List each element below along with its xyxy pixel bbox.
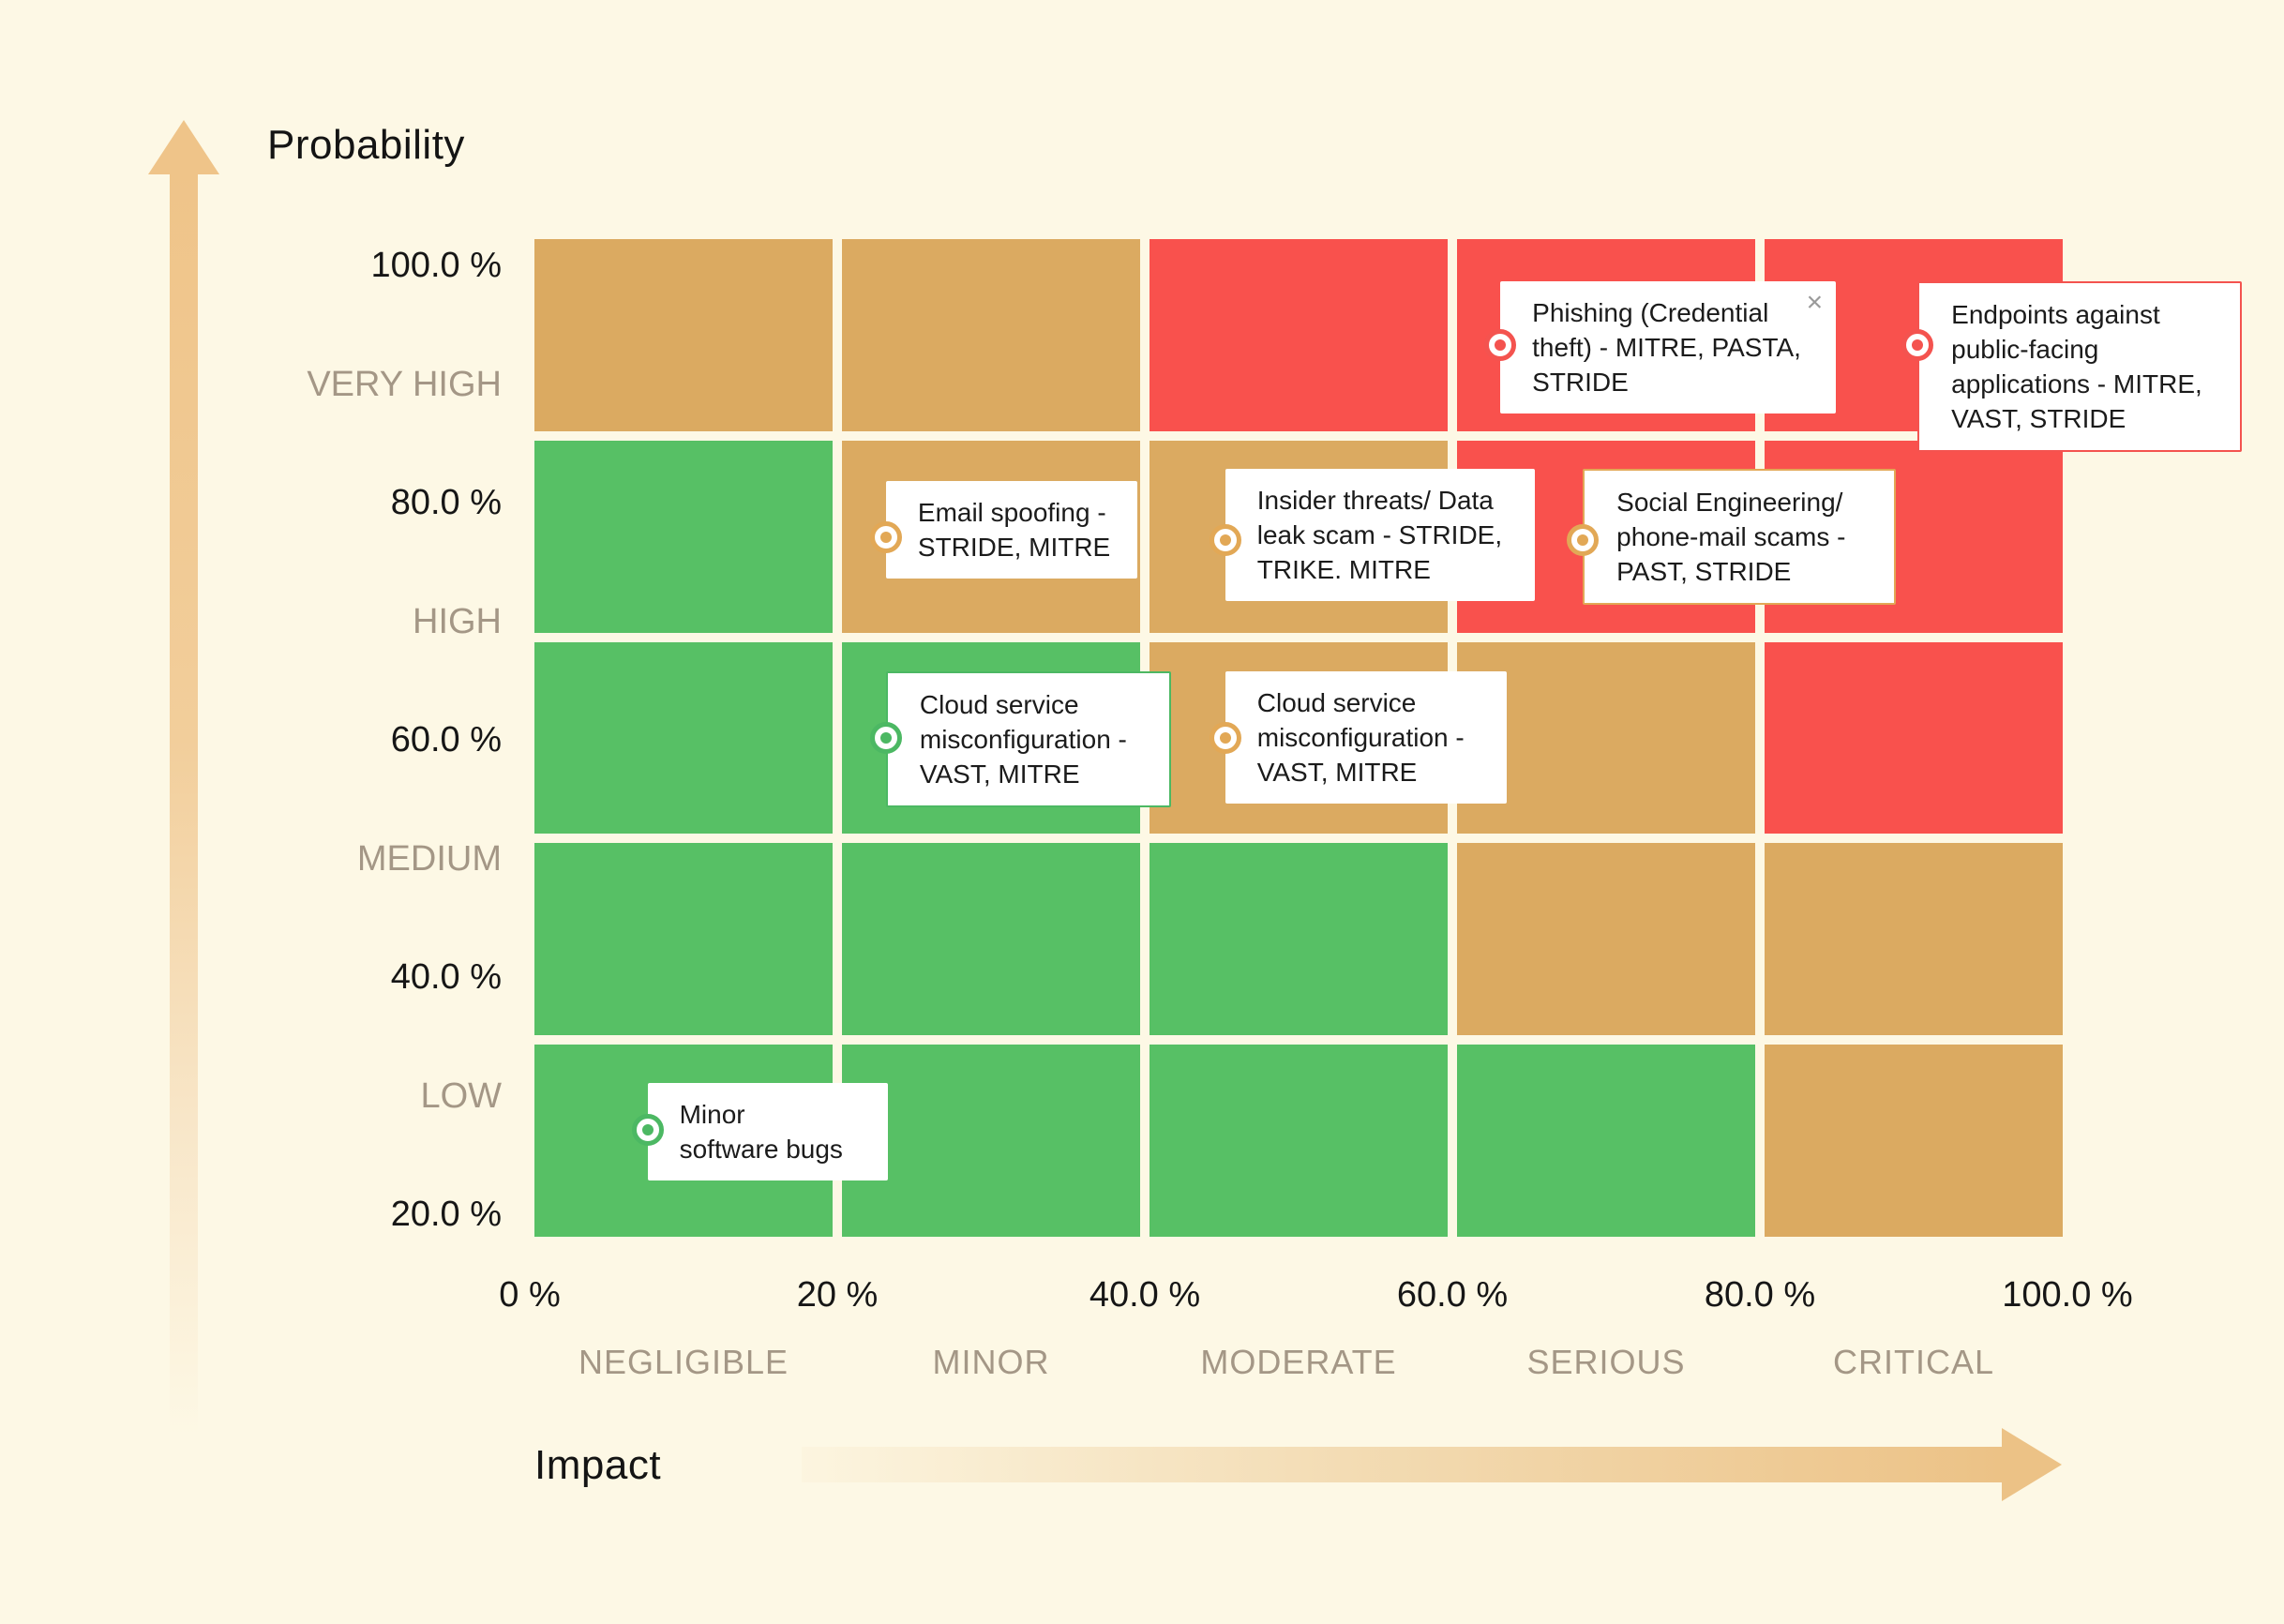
- risk-point-marker-minor-software-bugs[interactable]: [631, 1113, 664, 1146]
- marker-dot: [1219, 534, 1231, 546]
- marker-dot: [1577, 534, 1589, 546]
- matrix-cell-r1-c3[interactable]: [1150, 239, 1448, 431]
- tooltip-social-engineering[interactable]: Social Engineering/ phone-mail scams - P…: [1583, 468, 1897, 605]
- marker-dot: [641, 1123, 654, 1135]
- y-axis-label-40-0-: 40.0 %: [390, 957, 502, 997]
- matrix-cell-r1-c2[interactable]: [842, 239, 1140, 431]
- impact-axis-title: Impact: [534, 1442, 662, 1488]
- impact-arrow-shaft: [802, 1447, 2004, 1482]
- matrix-cell-r5-c3[interactable]: [1150, 1045, 1448, 1237]
- risk-point-marker-phishing[interactable]: [1484, 329, 1517, 362]
- marker-dot: [1219, 732, 1231, 744]
- tooltip-label: Cloud service misconfiguration - VAST, M…: [1256, 688, 1465, 787]
- y-axis-label-80-0-: 80.0 %: [390, 483, 502, 522]
- x-axis-tick-60-0-: 60.0 %: [1396, 1275, 1509, 1315]
- risk-point-marker-endpoints[interactable]: [1901, 329, 1934, 362]
- y-axis-label-high: HIGH: [413, 601, 502, 641]
- matrix-cell-r4-c4[interactable]: [1457, 843, 1755, 1036]
- x-axis-tick-100-0-: 100.0 %: [2002, 1275, 2133, 1315]
- x-axis-band-minor: MINOR: [932, 1343, 1050, 1381]
- risk-point-marker-cloud-misconfig-minor[interactable]: [869, 722, 902, 754]
- probability-arrow-shaft: [170, 173, 198, 1435]
- marker-dot: [879, 531, 892, 543]
- tooltip-phishing[interactable]: Phishing (Credential theft) - MITRE, PAS…: [1500, 281, 1837, 414]
- y-axis-label-medium: MEDIUM: [356, 838, 502, 879]
- matrix-cell-r5-c4[interactable]: [1457, 1045, 1755, 1237]
- close-icon[interactable]: ×: [1806, 287, 1824, 319]
- risk-point-marker-cloud-misconfig-moderate[interactable]: [1209, 722, 1241, 754]
- tooltip-label: Social Engineering/ phone-mail scams - P…: [1616, 487, 1846, 586]
- matrix-cell-r3-c5[interactable]: [1765, 641, 2063, 835]
- tooltip-endpoints[interactable]: Endpoints against public-facing applicat…: [1917, 281, 2243, 453]
- tooltip-cloud-misconfig-moderate[interactable]: Cloud service misconfiguration - VAST, M…: [1225, 671, 1507, 804]
- tooltip-label: Email spoofing - STRIDE, MITRE: [917, 497, 1111, 562]
- tooltip-label: Phishing (Credential theft) - MITRE, PAS…: [1532, 298, 1801, 398]
- tooltip-label: Endpoints against public-facing applicat…: [1951, 300, 2202, 434]
- x-axis-tick-0-: 0 %: [499, 1275, 561, 1315]
- tooltip-cloud-misconfig-minor[interactable]: Cloud service misconfiguration - VAST, M…: [885, 671, 1171, 807]
- marker-dot: [879, 732, 892, 744]
- matrix-cell-r4-c1[interactable]: [534, 843, 833, 1036]
- matrix-cell-r3-c4[interactable]: [1457, 641, 1755, 835]
- marker-dot: [1495, 339, 1507, 352]
- matrix-cell-r3-c1[interactable]: [534, 641, 833, 835]
- tooltip-label: Insider threats/ Data leak scam - STRIDE…: [1256, 485, 1503, 584]
- y-axis-label-100-0-: 100.0 %: [370, 246, 502, 285]
- x-axis-tick-20-: 20 %: [796, 1275, 879, 1315]
- matrix-cell-r4-c5[interactable]: [1765, 843, 2063, 1036]
- y-axis-label-60-0-: 60.0 %: [390, 720, 502, 759]
- tooltip-minor-software-bugs[interactable]: Minor software bugs: [647, 1082, 888, 1180]
- impact-arrow-icon: [2002, 1428, 2062, 1501]
- x-axis-tick-80-0-: 80.0 %: [1704, 1275, 1816, 1315]
- tooltip-label: Minor software bugs: [679, 1099, 843, 1164]
- risk-point-marker-email-spoofing[interactable]: [869, 520, 902, 553]
- y-axis-label-very-high: VERY HIGH: [307, 364, 502, 404]
- matrix-cell-r1-c1[interactable]: [534, 239, 833, 431]
- matrix-cell-r5-c5[interactable]: [1765, 1045, 2063, 1237]
- tooltip-email-spoofing[interactable]: Email spoofing - STRIDE, MITRE: [885, 480, 1137, 579]
- matrix-cell-r5-c2[interactable]: [842, 1045, 1140, 1237]
- tooltip-insider-threats[interactable]: Insider threats/ Data leak scam - STRIDE…: [1225, 468, 1535, 601]
- x-axis-band-moderate: MODERATE: [1200, 1343, 1397, 1381]
- risk-point-marker-insider-threats[interactable]: [1209, 523, 1241, 556]
- x-axis-band-serious: SERIOUS: [1526, 1343, 1686, 1381]
- probability-axis-title: Probability: [267, 122, 465, 168]
- x-axis-band-critical: CRITICAL: [1832, 1343, 1995, 1381]
- x-axis-band-negligible: NEGLIGIBLE: [578, 1343, 789, 1381]
- matrix-cell-r2-c1[interactable]: [534, 440, 833, 633]
- probability-arrow-icon: [148, 120, 219, 174]
- x-axis-tick-40-0-: 40.0 %: [1089, 1275, 1201, 1315]
- matrix-cell-r4-c2[interactable]: [842, 843, 1140, 1036]
- y-axis-label-20-0-: 20.0 %: [390, 1195, 502, 1234]
- y-axis-label-low: LOW: [420, 1075, 502, 1116]
- tooltip-label: Cloud service misconfiguration - VAST, M…: [919, 690, 1127, 789]
- matrix-cell-r4-c3[interactable]: [1150, 843, 1448, 1036]
- risk-point-marker-social-engineering[interactable]: [1567, 523, 1600, 556]
- marker-dot: [1912, 339, 1924, 352]
